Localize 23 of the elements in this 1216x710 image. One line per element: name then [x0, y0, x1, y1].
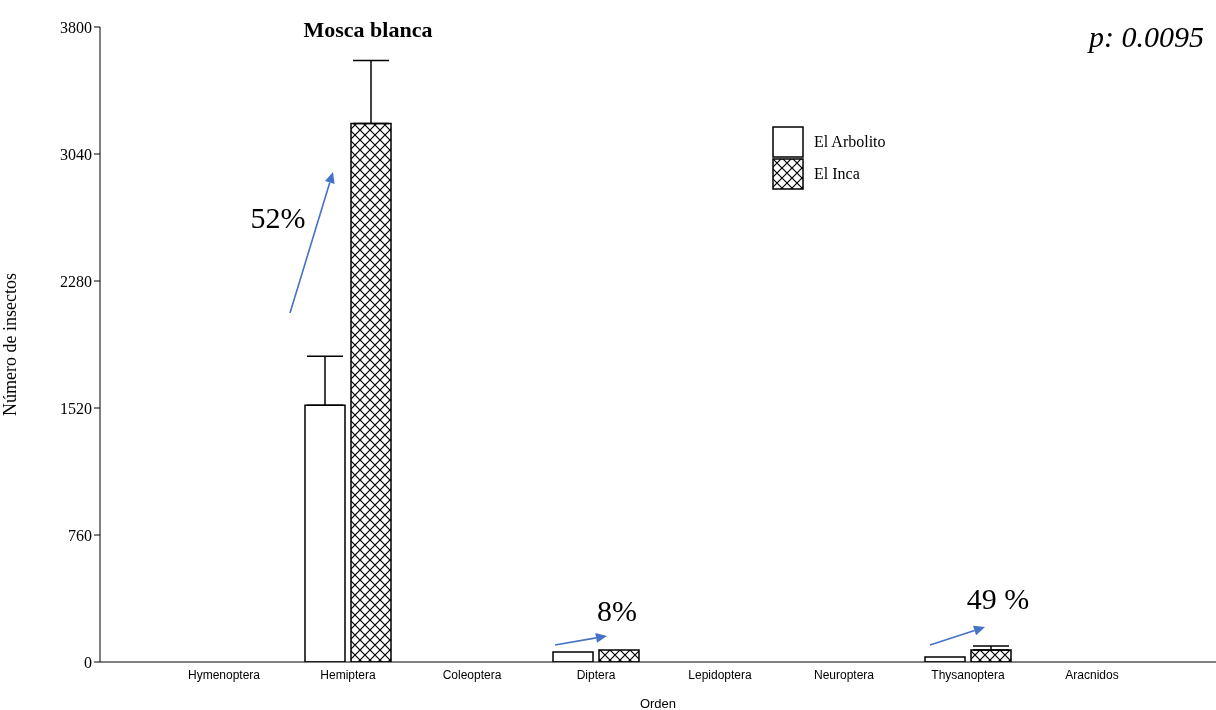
x-tick-label: Thysanoptera [931, 667, 1006, 682]
x-tick-label: Lepidoptera [688, 667, 753, 682]
annotation: 49 % [966, 581, 1030, 615]
annotation: p: 0.0095 [1087, 19, 1204, 53]
annotation: 52% [250, 200, 306, 234]
x-tick-label: Diptera [576, 667, 616, 682]
y-tick-label: 760 [68, 526, 92, 544]
y-tick-label: 3040 [60, 145, 92, 163]
annotation: Mosca blanca [303, 16, 433, 42]
y-tick-label: 0 [84, 653, 92, 671]
x-axis-title: Orden [639, 696, 677, 710]
annotation: 8% [597, 593, 637, 627]
x-tick-label: Neuroptera [813, 667, 875, 682]
x-tick-label: Aracnidos [1065, 667, 1119, 682]
x-tick-label: Hemiptera [320, 667, 376, 682]
y-tick-label: 3800 [60, 18, 92, 36]
y-tick-label: 1520 [60, 399, 92, 417]
y-axis-title: Número de insectos [0, 273, 21, 416]
y-tick-label: 2280 [60, 272, 92, 290]
legend-label: El Arbolito [814, 133, 886, 151]
x-tick-label: Coleoptera [442, 667, 502, 682]
legend-label: El Inca [814, 165, 860, 183]
x-tick-label: Hymenoptera [187, 667, 261, 682]
